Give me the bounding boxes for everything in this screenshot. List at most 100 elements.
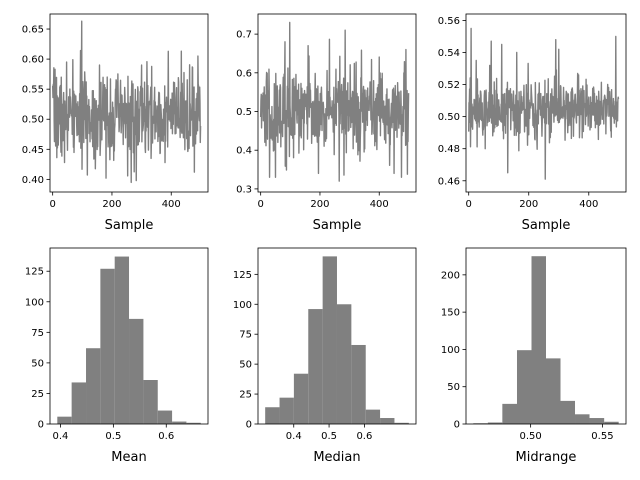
histogram-bar (560, 400, 576, 424)
y-tick-label: 100 (25, 297, 44, 308)
histogram-bar (516, 350, 532, 424)
histogram-bar (186, 422, 201, 424)
subplot-median-histogram: 0.4 0.5 0.6 0 25 50 75 100 125 Median (233, 247, 417, 465)
histogram-bar (336, 304, 352, 424)
histogram-bar (100, 268, 115, 424)
y-tick-label: 0.5 (236, 107, 252, 118)
y-tick-label: 0 (454, 420, 460, 431)
axes-frame (257, 13, 417, 193)
y-tick-label: 0.50 (438, 112, 460, 123)
y-tick-label: 125 (25, 267, 44, 278)
y-tick-label: 0.65 (22, 25, 44, 36)
trace-line (468, 27, 620, 180)
y-tick-label: 100 (233, 300, 252, 311)
y-tick-label: 0 (246, 420, 252, 431)
histogram-bar (114, 256, 130, 424)
histogram-bar (575, 414, 590, 424)
x-tick-label: 0.5 (321, 431, 337, 442)
histogram-bar (394, 422, 409, 424)
histogram-bar (279, 397, 294, 424)
x-tick-label: 0 (257, 199, 263, 210)
y-tick-label: 0.55 (22, 85, 44, 96)
histogram-bar (351, 344, 366, 424)
x-tick-label: 0.6 (356, 431, 372, 442)
x-tick-label: 0.6 (158, 431, 174, 442)
x-tick-label: 0 (49, 199, 55, 210)
y-tick-label: 25 (239, 390, 252, 401)
subplot-midrange-histogram: 0.50 0.55 0 50 100 150 200 Midrange (441, 247, 627, 465)
subplot-mean-histogram: 0.4 0.5 0.6 0 25 50 75 100 125 Mean (25, 247, 209, 465)
x-tick-label: 0.4 (286, 431, 302, 442)
histogram-bar (487, 422, 503, 424)
y-tick-label: 0.48 (438, 144, 460, 155)
x-axis-label: Sample (522, 218, 571, 233)
y-tick-label: 0.45 (22, 145, 44, 156)
histogram-bar (531, 256, 546, 424)
y-tick-label: 0.60 (22, 55, 44, 66)
x-axis-label: Midrange (516, 450, 577, 465)
x-tick-label: 400 (370, 199, 389, 210)
histogram-bar (129, 318, 144, 424)
x-tick-label: 0.55 (591, 431, 613, 442)
x-axis-label: Mean (111, 450, 146, 465)
x-axis-label: Sample (313, 218, 362, 233)
histogram-bar (157, 410, 173, 424)
x-axis-label: Sample (105, 218, 154, 233)
histogram-bar (380, 418, 395, 424)
y-tick-label: 50 (31, 358, 44, 369)
x-tick-label: 400 (162, 199, 181, 210)
x-axis-label: Median (313, 450, 360, 465)
x-tick-label: 0 (466, 199, 472, 210)
subplot-midrange-trace: 0 200 400 0.46 0.48 0.50 0.52 0.54 0.56 Sample (438, 13, 627, 233)
axes-frame (465, 13, 627, 193)
x-tick-label: 0.50 (519, 431, 541, 442)
histogram-bar (604, 421, 619, 424)
subplot-median-trace: 0 200 400 0.3 0.4 0.5 0.6 0.7 Sample (236, 13, 417, 233)
histogram-bar (365, 409, 381, 424)
histogram-bar (293, 373, 309, 424)
histogram-bar (57, 416, 72, 424)
x-tick-label: 200 (102, 199, 121, 210)
y-tick-label: 0.52 (438, 80, 460, 91)
histogram-bar (502, 403, 517, 424)
y-tick-label: 125 (233, 270, 252, 281)
y-tick-label: 0.40 (22, 175, 44, 186)
subplot-mean-trace: 0 200 400 0.40 0.45 0.50 0.55 0.60 0.65 Sample (22, 13, 209, 233)
y-tick-label: 50 (239, 360, 252, 371)
histogram-bar (308, 309, 323, 424)
histogram-bar (71, 382, 87, 424)
axes-frame (465, 247, 627, 425)
y-tick-label: 0.46 (438, 176, 460, 187)
trace-line (259, 21, 410, 182)
y-tick-label: 0.3 (236, 184, 252, 195)
axes-frame (49, 13, 209, 193)
y-tick-label: 0.6 (236, 68, 252, 79)
histogram-bar (172, 421, 187, 424)
y-tick-label: 0.54 (438, 48, 460, 59)
x-tick-label: 0.4 (53, 431, 69, 442)
axes-frame (49, 247, 209, 425)
y-tick-label: 150 (441, 308, 460, 319)
x-tick-label: 400 (579, 199, 598, 210)
y-tick-label: 25 (31, 389, 44, 400)
y-tick-label: 75 (239, 330, 252, 341)
histogram-bar (589, 418, 605, 424)
y-tick-label: 75 (31, 328, 44, 339)
histogram-bar (546, 358, 561, 424)
histogram-bar (322, 256, 337, 424)
y-tick-label: 0.50 (22, 115, 44, 126)
trace-line (51, 20, 202, 184)
y-tick-label: 50 (447, 382, 460, 393)
y-tick-label: 0.7 (236, 30, 252, 41)
y-tick-label: 0.4 (236, 146, 252, 157)
y-tick-label: 0 (38, 420, 44, 431)
histogram-bar (143, 380, 158, 424)
histogram-bar (86, 348, 101, 424)
y-tick-label: 200 (441, 270, 460, 281)
y-tick-label: 100 (441, 345, 460, 356)
x-tick-label: 200 (519, 199, 538, 210)
axes-frame (257, 247, 417, 425)
histogram-bar (265, 407, 280, 424)
x-tick-label: 200 (310, 199, 329, 210)
